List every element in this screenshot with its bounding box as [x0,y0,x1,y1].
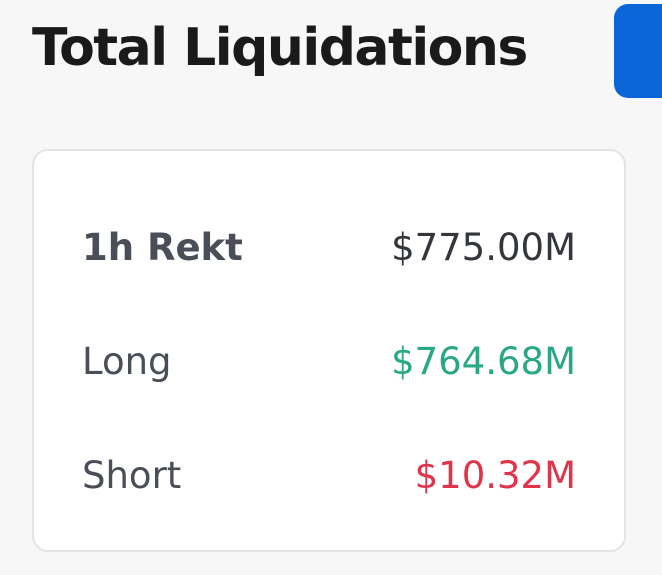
title: Total Liquidations [32,18,528,78]
label: 1h Rekt [82,225,243,269]
row: Short $10.32M [82,445,576,505]
value: $10.32M [414,453,576,497]
label: Short [82,453,182,497]
value: $775.00M [391,225,576,269]
label: Long [82,339,172,383]
row: Long $764.68M [82,331,576,391]
row: 1h Rekt $775.00M [82,217,576,277]
value: $764.68M [391,339,576,383]
card: 1h Rekt $775.00M Long $764.68M Short $10… [32,149,626,552]
button[interactable] [614,4,662,98]
